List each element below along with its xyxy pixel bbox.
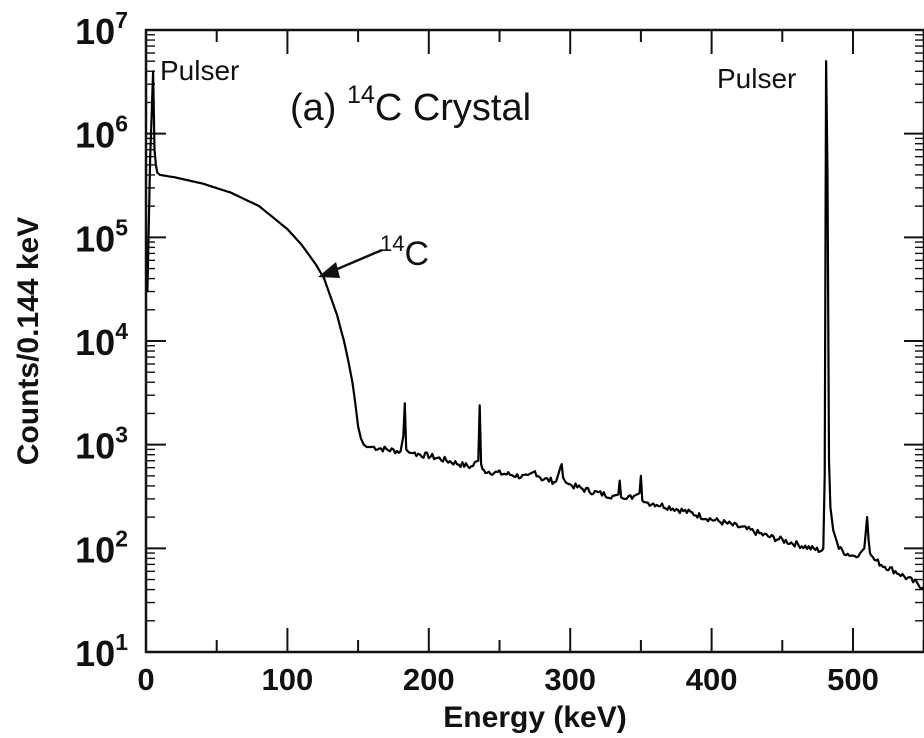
y-tick-exponent: 1 bbox=[115, 629, 128, 655]
y-tick-label: 101 bbox=[75, 629, 128, 674]
y-tick-label: 102 bbox=[75, 525, 128, 570]
y-tick-exponent: 5 bbox=[115, 214, 128, 240]
x-tick-label: 200 bbox=[403, 662, 455, 697]
x-tick-labels: 0 100 200 300 400 500 bbox=[137, 662, 878, 697]
y-tick-label: 105 bbox=[75, 214, 128, 259]
x-tick-label: 100 bbox=[262, 662, 314, 697]
y-tick-base: 10 bbox=[75, 426, 115, 467]
y-tick-exponent: 6 bbox=[115, 111, 128, 137]
x-axis-title: Energy (keV) bbox=[443, 701, 626, 734]
title-main: C Crystal bbox=[375, 87, 531, 129]
x-tick-label: 500 bbox=[827, 662, 879, 697]
y-tick-base: 10 bbox=[75, 11, 115, 52]
x-tick-label: 400 bbox=[686, 662, 738, 697]
y-tick-base: 10 bbox=[75, 218, 115, 259]
y-axis-title: Counts/0.144 keV bbox=[12, 217, 45, 465]
y-tick-exponent: 3 bbox=[115, 422, 128, 448]
x-tick-label: 300 bbox=[544, 662, 596, 697]
plot-frame bbox=[144, 28, 924, 654]
y-tick-exponent: 4 bbox=[115, 318, 128, 344]
y-tick-base: 10 bbox=[75, 115, 115, 156]
annotation-pulser-left: Pulser bbox=[160, 55, 239, 86]
c14-arrow bbox=[318, 248, 383, 278]
c14-superscript: 14 bbox=[380, 231, 404, 256]
series-line bbox=[146, 60, 924, 590]
annotation-c14: 14C bbox=[380, 231, 429, 273]
y-tick-label: 104 bbox=[75, 318, 128, 363]
y-tick-label: 107 bbox=[75, 7, 128, 52]
y-tick-base: 10 bbox=[75, 633, 115, 674]
major-ticks bbox=[145, 29, 924, 653]
title-superscript: 14 bbox=[347, 81, 375, 109]
chart-title: (a) 14C Crystal bbox=[290, 81, 531, 129]
annotation-pulser-right: Pulser bbox=[717, 63, 796, 94]
minor-ticks bbox=[146, 30, 924, 652]
y-tick-label: 103 bbox=[75, 422, 128, 467]
c14-text: C bbox=[404, 235, 429, 273]
x-tick-label: 0 bbox=[137, 662, 154, 697]
y-tick-base: 10 bbox=[75, 322, 115, 363]
y-tick-base: 10 bbox=[75, 529, 115, 570]
panel-label: (a) bbox=[290, 87, 347, 129]
y-tick-exponent: 7 bbox=[115, 7, 128, 33]
y-tick-label: 106 bbox=[75, 111, 128, 156]
y-tick-exponent: 2 bbox=[115, 525, 128, 551]
